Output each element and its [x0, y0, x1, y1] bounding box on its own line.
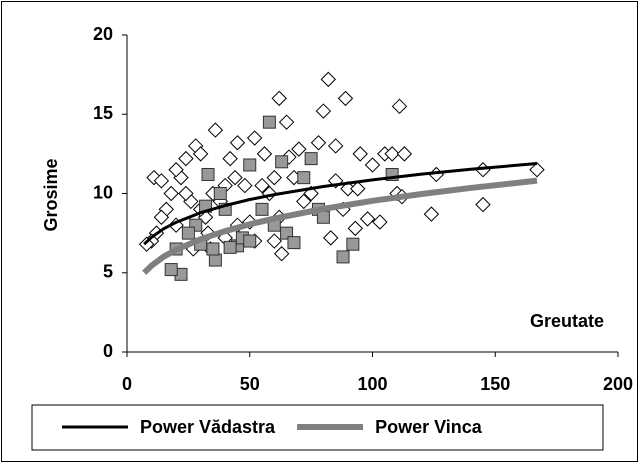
- square-point: [164, 263, 178, 277]
- square-point: [316, 210, 330, 224]
- y-tick-label: 20: [93, 24, 113, 44]
- diamond-point: [153, 209, 170, 225]
- trend-line: [143, 162, 538, 246]
- diamond-point: [163, 185, 179, 202]
- square-point: [336, 250, 350, 264]
- square-point: [201, 167, 215, 181]
- y-tick-label: 15: [93, 103, 113, 123]
- diamond-point: [529, 162, 545, 178]
- y-tick-label: 5: [103, 262, 113, 282]
- diamond-point: [271, 90, 287, 107]
- diamond-point: [310, 135, 327, 151]
- diamond-point: [266, 233, 283, 249]
- diamond-point: [296, 193, 312, 210]
- diamond-point: [153, 173, 170, 189]
- diamond-point: [168, 162, 184, 178]
- square-point: [181, 226, 195, 240]
- square-point: [275, 155, 289, 169]
- square-point: [262, 115, 276, 129]
- diamond-point: [320, 71, 337, 88]
- y-tick-label: 10: [93, 182, 113, 202]
- x-tick-label: 200: [603, 374, 633, 394]
- diamond-point: [192, 146, 209, 162]
- diamond-point: [323, 230, 339, 246]
- diamond-point: [347, 220, 364, 237]
- y-tick-label: 0: [103, 341, 113, 361]
- diamond-point: [237, 177, 253, 194]
- diamond-point: [254, 177, 270, 194]
- diamond-point: [266, 169, 283, 186]
- diamond-point: [337, 90, 354, 107]
- square-point: [223, 240, 237, 254]
- diamond-point: [396, 146, 413, 162]
- diamond-point: [291, 141, 307, 157]
- square-point: [243, 158, 257, 172]
- diamond-point: [246, 130, 263, 146]
- diamond-point: [273, 246, 290, 262]
- legend-label: Power Vădastra: [140, 417, 276, 437]
- diamond-point: [391, 98, 408, 115]
- square-point: [346, 237, 360, 251]
- square-point: [255, 202, 269, 216]
- x-axis-label: Greutate: [530, 311, 604, 331]
- diamond-point: [227, 169, 243, 186]
- diamond-point: [327, 138, 344, 154]
- chart-frame: [1, 1, 638, 462]
- diamond-point: [278, 114, 295, 130]
- diamond-point: [423, 206, 440, 222]
- trend-line: [142, 177, 538, 275]
- y-axis-label: Grosime: [41, 158, 61, 231]
- x-tick-label: 0: [122, 374, 132, 394]
- x-tick-label: 150: [480, 374, 510, 394]
- square-point: [208, 253, 222, 267]
- square-point: [206, 242, 220, 256]
- diamond-point: [384, 146, 400, 162]
- square-point: [287, 236, 301, 250]
- diamond-point: [364, 157, 381, 173]
- square-point: [280, 226, 294, 240]
- diamond-point: [359, 211, 376, 227]
- diamond-point: [475, 196, 491, 213]
- diamond-point: [372, 214, 388, 230]
- square-point: [243, 234, 257, 248]
- diamond-point: [222, 150, 238, 167]
- x-tick-label: 100: [357, 374, 387, 394]
- diamond-point: [178, 185, 194, 202]
- diamond-point: [178, 150, 194, 167]
- diamond-point: [229, 135, 246, 151]
- square-point: [213, 187, 227, 200]
- diamond-point: [207, 122, 224, 138]
- diamond-point: [352, 146, 368, 162]
- diamond-point: [315, 103, 332, 119]
- legend-label: Power Vinca: [375, 417, 483, 437]
- diamond-point: [350, 181, 366, 197]
- square-point: [304, 152, 318, 166]
- x-tick-label: 50: [240, 374, 260, 394]
- square-point: [297, 171, 311, 185]
- diamond-point: [138, 236, 155, 252]
- diamond-point: [256, 146, 273, 162]
